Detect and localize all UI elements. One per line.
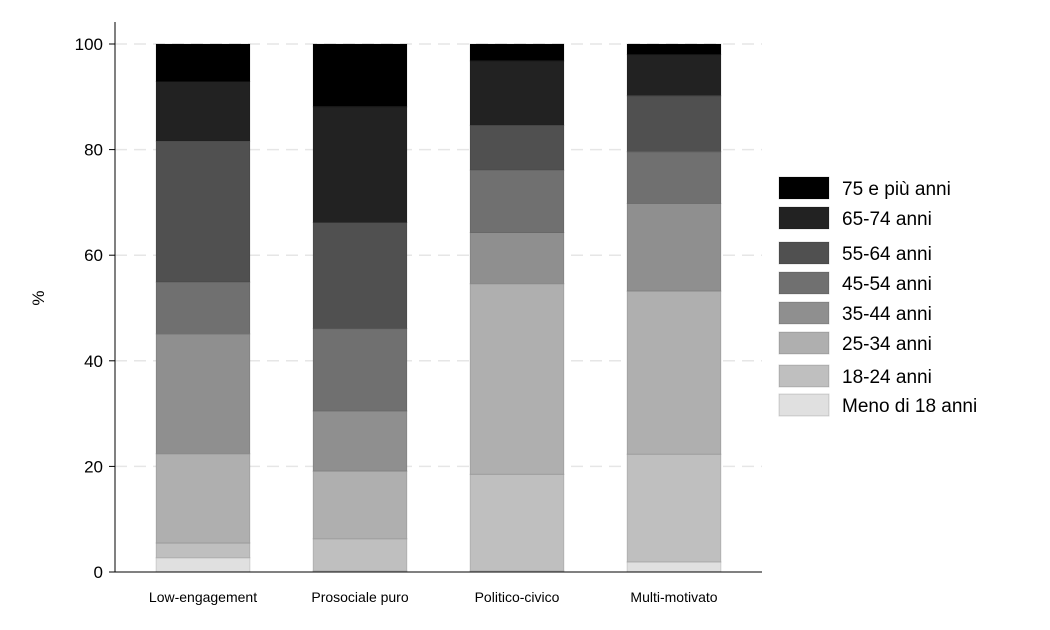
- x-tick-label: Multi-motivato: [630, 589, 717, 605]
- y-tick-label: 40: [84, 352, 103, 371]
- bar-segment: [155, 80, 251, 142]
- bar-segment: [312, 328, 408, 412]
- bar-segment: [312, 410, 408, 472]
- bar-segment: [155, 557, 251, 573]
- bar-segment: [469, 124, 565, 171]
- legend-swatch: [778, 301, 830, 325]
- bar-segment: [469, 473, 565, 572]
- legend-swatch: [778, 176, 830, 200]
- bar-segment: [312, 470, 408, 540]
- bar-segment: [469, 283, 565, 475]
- legend-swatch: [778, 331, 830, 355]
- legend-swatch: [778, 241, 830, 265]
- legend-label: 35-44 anni: [842, 304, 932, 325]
- y-tick-label: 0: [94, 563, 103, 582]
- legend-label: 65-74 anni: [842, 209, 932, 230]
- y-tick-label: 60: [84, 246, 103, 265]
- legend-label: 45-54 anni: [842, 274, 932, 295]
- bar-segment: [312, 43, 408, 108]
- bar-segment: [626, 95, 722, 153]
- bar-segment: [626, 43, 722, 56]
- x-tick-label: Low-engagement: [149, 589, 257, 605]
- legend-swatch: [778, 393, 830, 417]
- bar-segment: [469, 231, 565, 285]
- bar-segment: [155, 333, 251, 455]
- bar-segment: [626, 151, 722, 204]
- bar-segment: [312, 538, 408, 572]
- bar-segment: [626, 561, 722, 573]
- x-tick-label: Politico-civico: [475, 589, 560, 605]
- x-tick-label: Prosociale puro: [311, 589, 408, 605]
- y-tick-label: 20: [84, 457, 103, 476]
- bar-segment: [626, 202, 722, 292]
- y-tick-label: 80: [84, 141, 103, 160]
- bar-segment: [312, 221, 408, 330]
- legend-label: 55-64 anni: [842, 244, 932, 265]
- bar-segment: [312, 106, 408, 223]
- legend-swatch: [778, 206, 830, 230]
- bar-segment: [626, 54, 722, 97]
- bar-segment: [469, 60, 565, 126]
- bar-segment: [155, 542, 251, 559]
- legend-label: 25-34 anni: [842, 334, 932, 355]
- bar-segment: [626, 453, 722, 563]
- bar-segment: [469, 43, 565, 62]
- legend-label: 18-24 anni: [842, 367, 932, 388]
- bar-segment: [155, 43, 251, 82]
- legend-label: 75 e più anni: [842, 179, 951, 200]
- bar-segment: [155, 453, 251, 544]
- legend-swatch: [778, 271, 830, 295]
- legend-label: Meno di 18 anni: [842, 396, 977, 417]
- y-axis-label: %: [29, 290, 48, 305]
- bar-segment: [626, 290, 722, 455]
- y-tick-label: 100: [75, 35, 103, 54]
- bar-segment: [155, 281, 251, 335]
- bar-segment: [155, 140, 251, 283]
- legend-swatch: [778, 364, 830, 388]
- bar-segment: [469, 169, 565, 233]
